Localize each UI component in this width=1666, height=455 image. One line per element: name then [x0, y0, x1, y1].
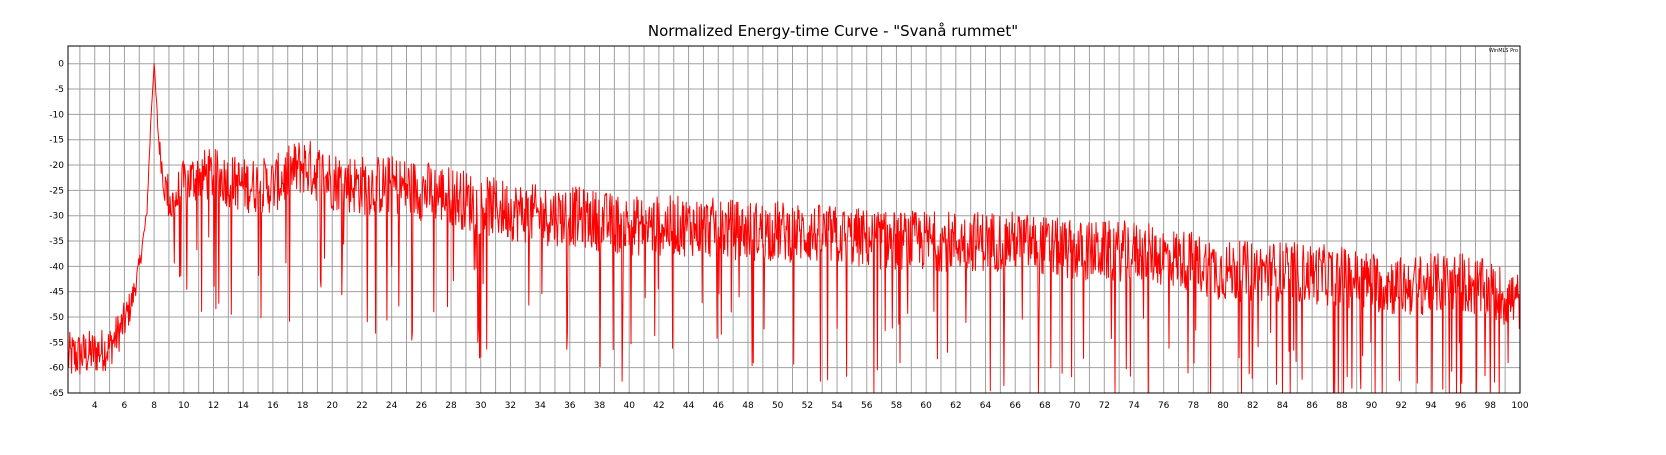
- x-tick-label: 74: [1128, 401, 1140, 411]
- y-tick-label: -35: [49, 237, 64, 247]
- y-tick-label: -50: [49, 313, 64, 323]
- x-tick-label: 92: [1396, 401, 1407, 411]
- x-tick-label: 76: [1158, 401, 1170, 411]
- y-axis-ticks: 0 -5 -10 -15 -20 -25 -30 -35 -40 -45 -50 -55 -60 -65: [49, 60, 64, 399]
- x-tick-label: 44: [683, 401, 695, 411]
- x-tick-label: 22: [356, 401, 367, 411]
- y-tick-label: -10: [49, 110, 64, 120]
- x-tick-label: 98: [1485, 401, 1497, 411]
- x-tick-label: 82: [1247, 401, 1258, 411]
- y-tick-label: 0: [58, 60, 64, 70]
- x-tick-label: 28: [445, 401, 457, 411]
- x-tick-label: 38: [594, 401, 606, 411]
- x-tick-label: 100: [1511, 401, 1528, 411]
- y-tick-label: -20: [49, 161, 64, 171]
- x-tick-label: 10: [178, 401, 190, 411]
- series-layer: [67, 63, 1520, 394]
- y-tick-label: -30: [49, 212, 64, 222]
- x-tick-label: 68: [1039, 401, 1051, 411]
- energy-time-series-line: [67, 63, 1520, 394]
- y-tick-label: -65: [49, 389, 64, 399]
- x-tick-label: 64: [980, 401, 992, 411]
- x-tick-label: 58: [891, 401, 903, 411]
- x-tick-label: 90: [1366, 401, 1378, 411]
- x-tick-label: 30: [475, 401, 487, 411]
- y-tick-label: -55: [49, 338, 64, 348]
- x-tick-label: 14: [237, 401, 249, 411]
- x-tick-label: 96: [1455, 401, 1467, 411]
- x-tick-label: 6: [122, 401, 128, 411]
- x-tick-label: 78: [1188, 401, 1200, 411]
- x-tick-label: 32: [505, 401, 516, 411]
- x-tick-label: 80: [1217, 401, 1229, 411]
- x-tick-label: 16: [267, 401, 279, 411]
- x-tick-label: 48: [742, 401, 754, 411]
- x-tick-label: 20: [327, 401, 339, 411]
- x-tick-label: 50: [772, 401, 784, 411]
- x-tick-label: 94: [1425, 401, 1437, 411]
- x-tick-label: 70: [1069, 401, 1081, 411]
- x-tick-label: 52: [802, 401, 813, 411]
- x-tick-label: 40: [623, 401, 635, 411]
- x-tick-label: 26: [416, 401, 428, 411]
- x-tick-label: 24: [386, 401, 398, 411]
- plot-frame: [67, 45, 1521, 394]
- y-tick-label: -40: [49, 262, 64, 272]
- winmls-watermark: WinMLS Pro: [1489, 48, 1518, 54]
- x-tick-label: 60: [920, 401, 932, 411]
- x-tick-label: 18: [297, 401, 309, 411]
- x-tick-label: 62: [950, 401, 961, 411]
- y-tick-label: -25: [49, 186, 64, 196]
- x-axis-ticks: 4 6 8 10 12 14 16 18 20 22 24 26 28 30 32 34 36 38 40 42 44 4…: [92, 401, 1529, 411]
- x-tick-label: 8: [151, 401, 157, 411]
- x-tick-label: 54: [831, 401, 843, 411]
- x-tick-label: 12: [208, 401, 219, 411]
- x-tick-label: 42: [653, 401, 664, 411]
- y-tick-label: -5: [55, 85, 64, 95]
- y-tick-label: -15: [49, 136, 64, 146]
- x-tick-label: 46: [713, 401, 725, 411]
- x-tick-label: 36: [564, 401, 576, 411]
- x-tick-label: 56: [861, 401, 873, 411]
- x-tick-label: 4: [92, 401, 98, 411]
- x-tick-label: 88: [1336, 401, 1348, 411]
- x-tick-label: 66: [1009, 401, 1021, 411]
- x-tick-label: 86: [1306, 401, 1318, 411]
- x-tick-label: 34: [534, 401, 546, 411]
- chart-title: Normalized Energy-time Curve - "Svanå ru…: [648, 22, 1018, 40]
- x-tick-label: 72: [1099, 401, 1110, 411]
- y-tick-label: -45: [49, 288, 64, 298]
- y-tick-label: -60: [49, 364, 64, 374]
- x-tick-label: 84: [1277, 401, 1289, 411]
